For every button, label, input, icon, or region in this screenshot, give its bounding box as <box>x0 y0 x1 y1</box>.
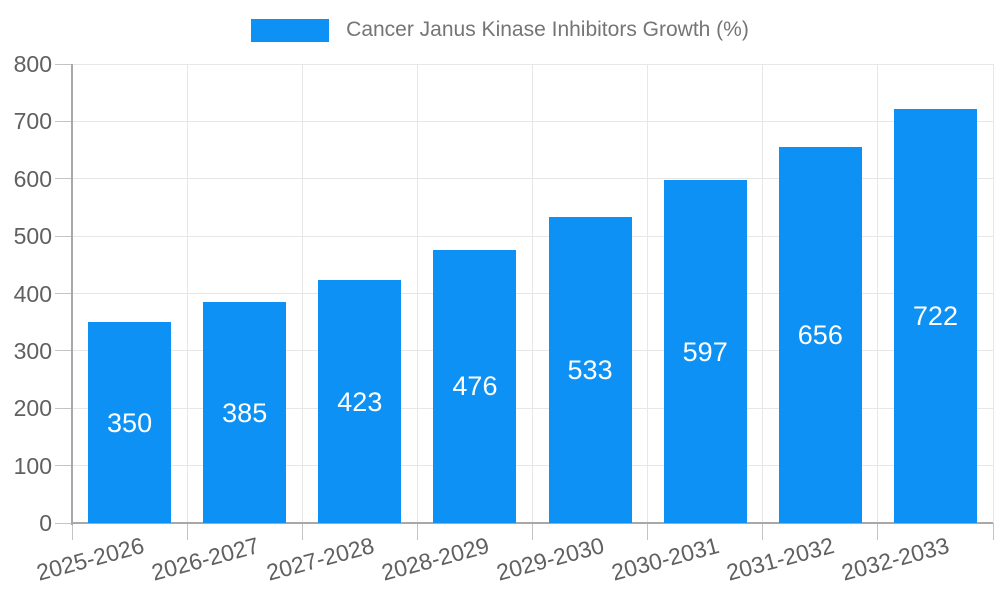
x-tick-label: 2026-2027 <box>148 532 262 586</box>
y-tick-mark <box>55 178 72 180</box>
y-tick-label: 400 <box>13 280 52 307</box>
x-gridline <box>301 64 303 523</box>
bar-value-label: 533 <box>567 355 613 386</box>
bar-value-label: 722 <box>912 300 958 331</box>
bar-value-label: 350 <box>107 407 153 438</box>
bar-value-label: 423 <box>337 386 383 417</box>
x-gridline <box>647 64 649 523</box>
bar[interactable] <box>548 217 632 523</box>
bar[interactable] <box>663 180 747 523</box>
x-tick-label: 2027-2028 <box>263 532 377 586</box>
y-tick-mark <box>55 63 72 65</box>
x-tick-label: 2028-2029 <box>378 532 492 586</box>
bar-value-label: 656 <box>797 319 843 350</box>
x-gridline <box>877 64 879 523</box>
x-tick-label: 2025-2026 <box>33 532 147 586</box>
x-tick-mark <box>877 523 879 540</box>
y-tick-mark <box>55 235 72 237</box>
y-tick-mark <box>55 522 72 524</box>
bar-value-label: 597 <box>682 336 728 367</box>
x-tick-mark <box>301 523 303 540</box>
chart-legend-item[interactable]: Cancer Janus Kinase Inhibitors Growth (%… <box>0 14 1000 46</box>
x-tick-label: 2030-2031 <box>608 532 722 586</box>
y-tick-label: 0 <box>39 510 52 536</box>
x-tick-label: 2032-2033 <box>839 532 953 586</box>
bar-value-label: 385 <box>222 397 268 428</box>
x-tick-mark <box>186 523 188 540</box>
x-tick-mark <box>762 523 764 540</box>
y-tick-mark <box>55 120 72 122</box>
y-tick-mark <box>55 350 72 352</box>
x-axis-line <box>72 522 993 524</box>
y-tick-label: 700 <box>13 108 52 135</box>
x-tick-mark <box>647 523 649 540</box>
x-tick-label: 2031-2032 <box>724 532 838 586</box>
bar[interactable] <box>778 146 862 523</box>
bar[interactable] <box>433 249 517 523</box>
legend-label: Cancer Janus Kinase Inhibitors Growth (%… <box>346 18 749 41</box>
x-gridline <box>186 64 188 523</box>
bar-value-label: 476 <box>452 371 498 402</box>
x-tick-mark <box>532 523 533 540</box>
bar[interactable] <box>88 322 172 523</box>
x-tick-mark <box>992 523 994 540</box>
legend-swatch-icon <box>251 18 330 42</box>
y-tick-label: 600 <box>13 165 52 192</box>
y-tick-label: 300 <box>13 337 52 364</box>
y-tick-label: 200 <box>13 395 52 422</box>
x-gridline <box>992 64 994 523</box>
x-gridline <box>532 64 533 523</box>
y-tick-label: 100 <box>13 452 52 479</box>
y-tick-mark <box>55 293 72 294</box>
x-tick-mark <box>416 523 418 540</box>
bar[interactable] <box>203 302 287 523</box>
y-tick-label: 500 <box>13 223 52 250</box>
x-gridline <box>762 64 764 523</box>
bar[interactable] <box>318 280 402 523</box>
x-gridline <box>416 64 418 523</box>
y-tick-mark <box>55 465 72 467</box>
y-axis-line <box>71 64 73 525</box>
y-tick-label: 800 <box>13 51 52 77</box>
x-tick-mark <box>71 523 73 540</box>
y-tick-mark <box>55 407 72 409</box>
x-tick-label: 2029-2030 <box>493 532 607 586</box>
bar[interactable] <box>893 108 977 523</box>
